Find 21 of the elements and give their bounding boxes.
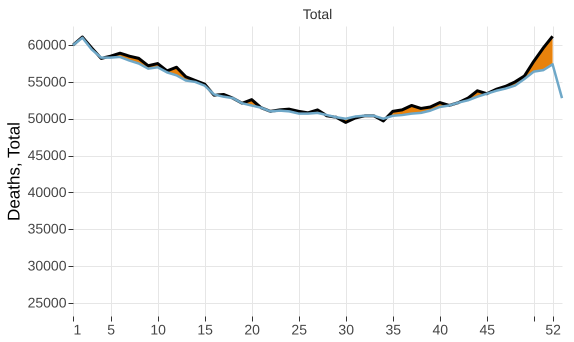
y-tick-label: 30000 [28, 257, 67, 274]
x-tick-label: 30 [338, 322, 354, 338]
x-tick-label: 40 [432, 322, 448, 338]
chart-title: Total [302, 6, 332, 22]
y-tick-label: 55000 [28, 73, 67, 90]
x-tick-label: 52 [545, 322, 562, 338]
x-tick-label: 45 [479, 322, 496, 338]
x-tick-label: 20 [244, 322, 260, 338]
x-tick-label: 1 [74, 322, 82, 338]
y-tick-label: 60000 [28, 36, 67, 53]
x-tick-label: 10 [150, 322, 166, 338]
y-tick-label: 50000 [28, 110, 67, 126]
y-tick-label: 40000 [28, 184, 67, 200]
y-axis-title: Deaths, Total [4, 122, 24, 221]
x-tick-label: 15 [197, 322, 214, 338]
x-tick-label: 35 [385, 322, 402, 338]
y-tick-label: 45000 [28, 147, 67, 164]
x-tick-label: 25 [291, 322, 308, 338]
y-tick-label: 25000 [28, 294, 67, 310]
x-tick-label: 5 [107, 322, 116, 338]
y-tick-label: 35000 [28, 220, 67, 237]
